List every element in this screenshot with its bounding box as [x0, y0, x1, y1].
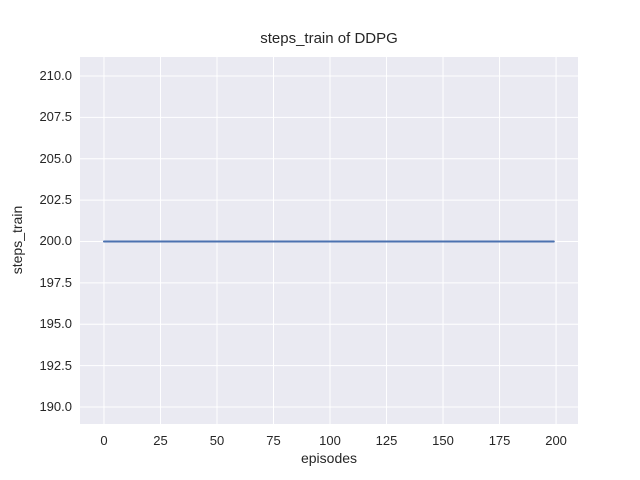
x-tick-label: 25 — [153, 433, 168, 448]
plot-canvas — [80, 57, 578, 424]
y-tick-label: 207.5 — [39, 109, 72, 125]
x-tick-label: 150 — [432, 433, 454, 448]
x-tick-label: 125 — [375, 433, 398, 448]
x-tick-label: 100 — [319, 433, 341, 448]
x-axis-label: episodes — [300, 450, 358, 466]
y-tick-label: 190.0 — [39, 398, 72, 414]
y-tick-label: 205.0 — [39, 150, 72, 166]
y-tick-label: 202.5 — [39, 192, 72, 208]
y-tick-label: 200.0 — [39, 233, 72, 249]
y-tick-label: 195.0 — [39, 316, 72, 332]
x-tick-label: 175 — [488, 433, 511, 448]
x-tick-label: 200 — [545, 433, 567, 448]
y-tick-label: 192.5 — [39, 357, 72, 373]
x-tick-label: 50 — [209, 433, 225, 448]
chart-title: steps_train of DDPG — [260, 30, 398, 47]
plot-area — [80, 57, 578, 424]
x-tick-label: 0 — [100, 433, 108, 448]
x-tick-label: 75 — [266, 433, 281, 448]
y-tick-label: 210.0 — [39, 68, 72, 84]
y-tick-label: 197.5 — [39, 274, 72, 290]
